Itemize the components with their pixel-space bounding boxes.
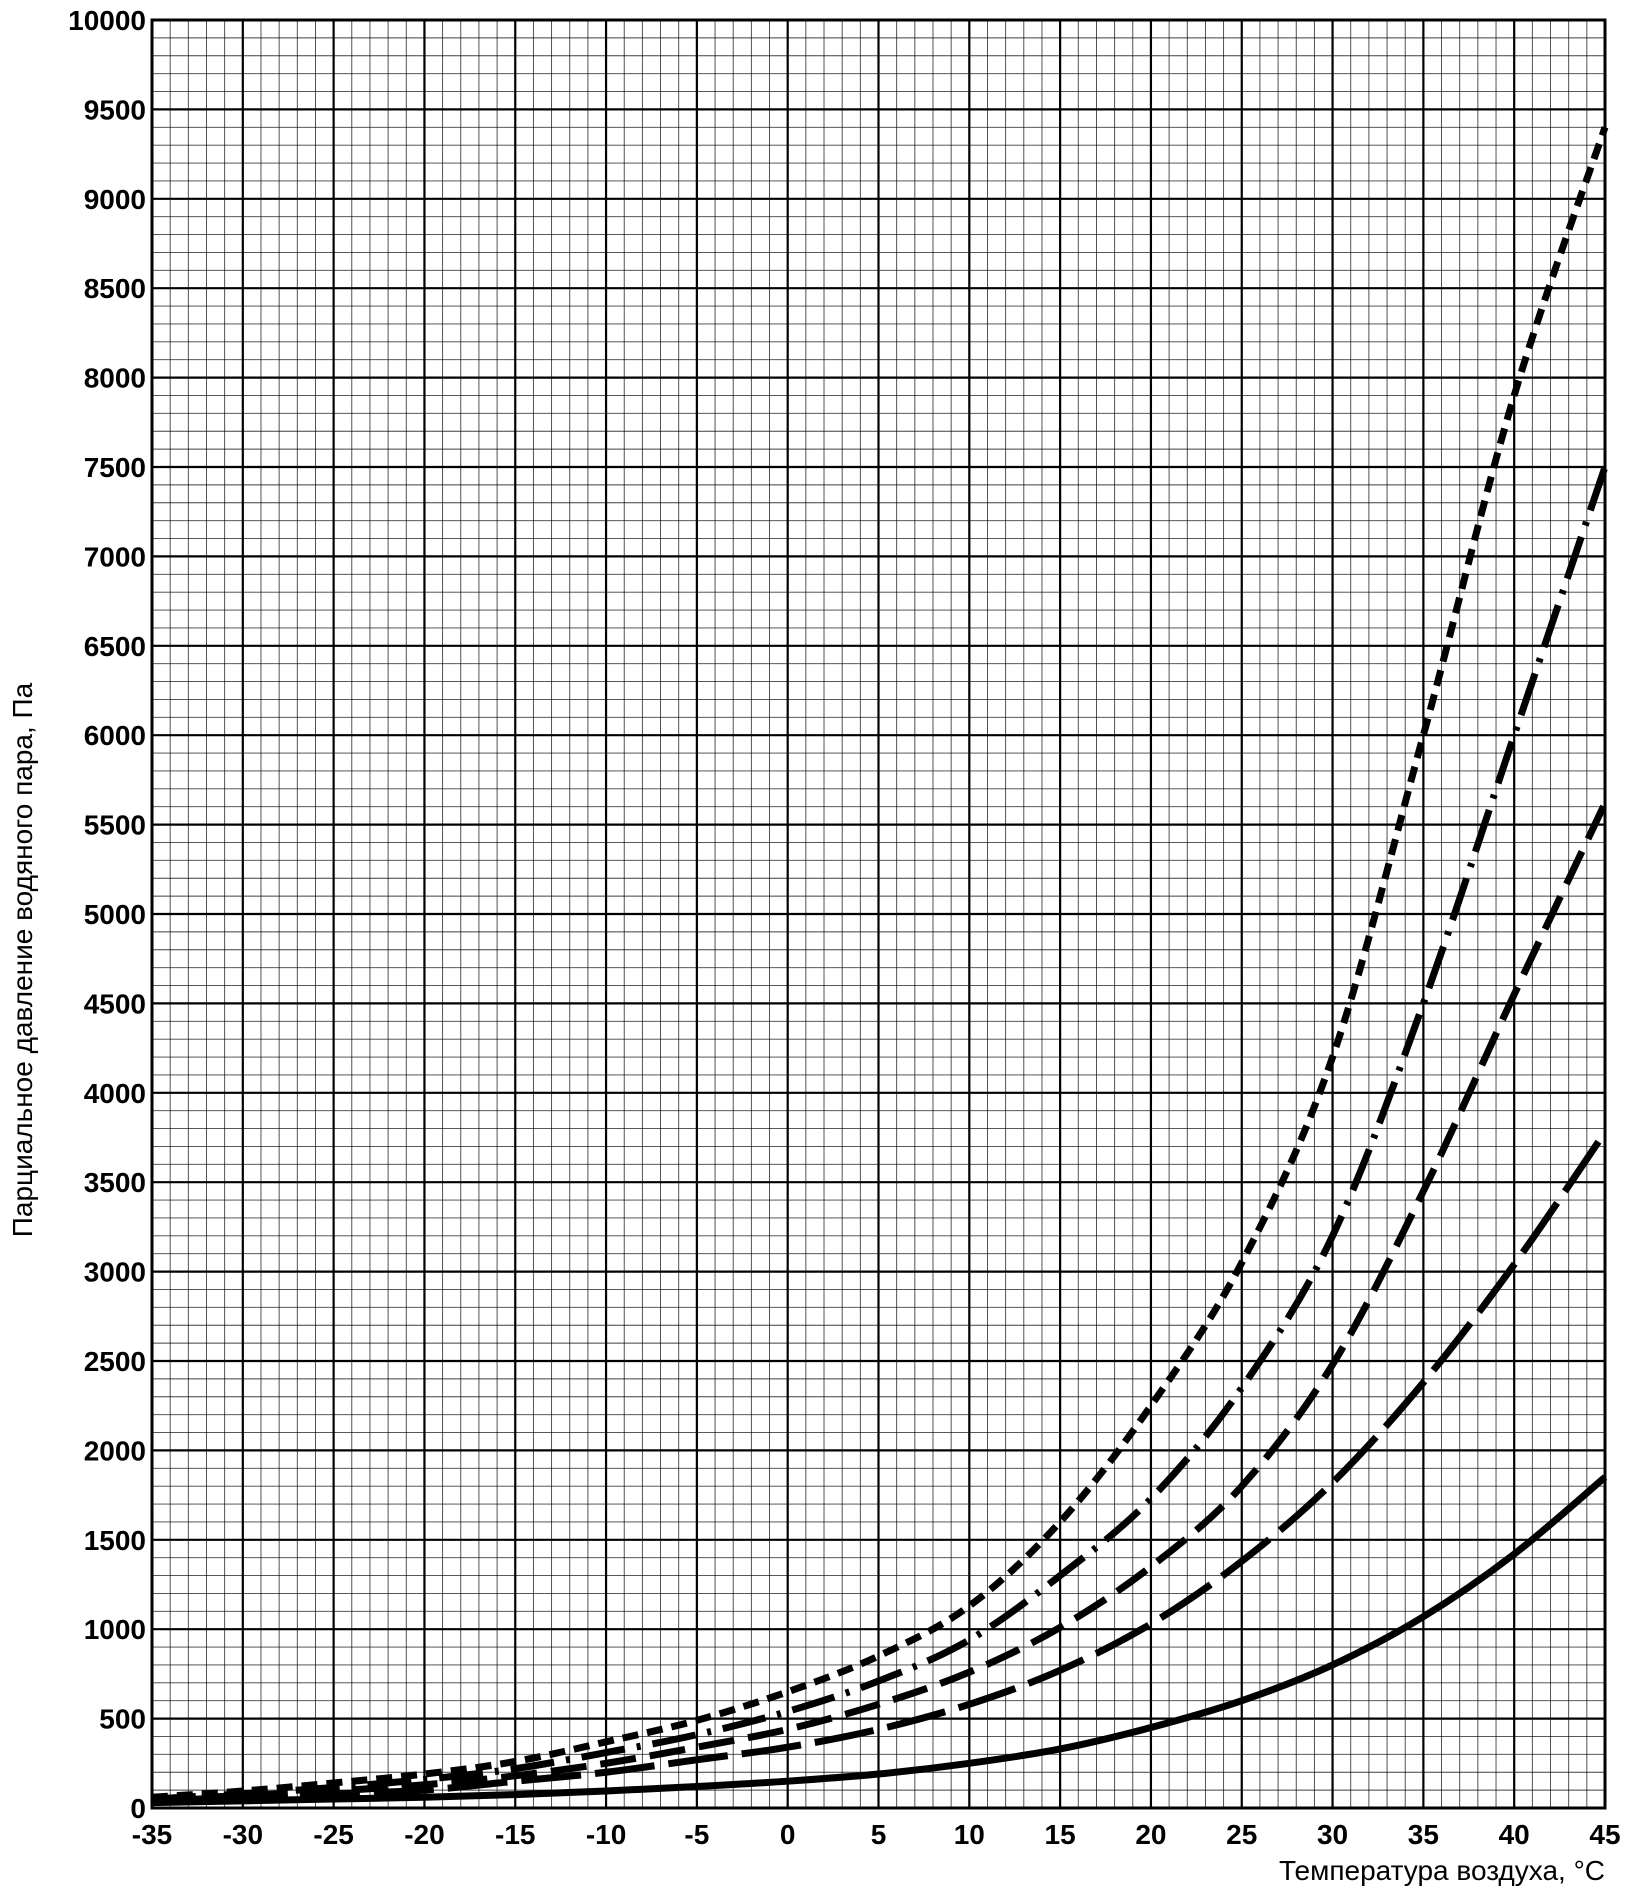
x-tick-label: -30 <box>223 1819 263 1850</box>
x-tick-label: 45 <box>1589 1819 1620 1850</box>
x-tick-label: -25 <box>313 1819 353 1850</box>
x-tick-label: -35 <box>132 1819 172 1850</box>
x-tick-label: 30 <box>1317 1819 1348 1850</box>
plot-frame <box>150 18 1607 1810</box>
x-axis-title: Температура воздуха, °С <box>1279 1855 1605 1886</box>
y-tick-label: 9500 <box>84 94 146 125</box>
x-tick-label: 20 <box>1135 1819 1166 1850</box>
y-tick-label: 500 <box>99 1704 146 1735</box>
series-line-solid <box>151 1474 1608 1807</box>
x-tick-label: -10 <box>586 1819 626 1850</box>
y-tick-label: 7000 <box>84 541 146 572</box>
y-tick-label: 10000 <box>68 5 146 36</box>
x-tick-label: 10 <box>954 1819 985 1850</box>
x-tick-label: 0 <box>780 1819 796 1850</box>
y-tick-label: 8500 <box>84 273 146 304</box>
x-tick-label: -5 <box>684 1819 709 1850</box>
x-tick-labels: -35 -30 -25 -20 -15 -10 -5 0 5 10 15 20 25 30 35 40 45 <box>132 1819 1621 1850</box>
y-tick-label: 4500 <box>84 988 146 1019</box>
x-tick-label: -20 <box>404 1819 444 1850</box>
x-tick-label: 35 <box>1408 1819 1439 1850</box>
y-tick-label: 7500 <box>84 452 146 483</box>
grid <box>150 18 1607 1810</box>
y-axis-title: Парциальное давление водяного пара, Па <box>7 682 38 1237</box>
y-tick-label: 1000 <box>84 1614 146 1645</box>
y-tick-label: 4000 <box>84 1078 146 1109</box>
y-tick-labels: 0 500 1000 1500 2000 2500 3000 3500 4000 4500 5000… <box>68 5 146 1824</box>
y-tick-label: 2500 <box>84 1346 146 1377</box>
y-tick-label: 8000 <box>84 363 146 394</box>
x-tick-label: 5 <box>871 1819 887 1850</box>
y-tick-label: 6000 <box>84 720 146 751</box>
y-tick-label: 0 <box>130 1793 146 1824</box>
y-tick-label: 3000 <box>84 1257 146 1288</box>
series-line-long-dash <box>151 1130 1608 1805</box>
y-tick-label: 9000 <box>84 184 146 215</box>
y-tick-label: 5000 <box>84 899 146 930</box>
y-tick-label: 1500 <box>84 1525 146 1556</box>
y-tick-label: 5500 <box>84 810 146 841</box>
x-tick-label: 40 <box>1499 1819 1530 1850</box>
y-tick-label: 6500 <box>84 631 146 662</box>
x-tick-label: 15 <box>1045 1819 1076 1850</box>
y-tick-label: 3500 <box>84 1167 146 1198</box>
series-line-dash-dot <box>151 465 1609 1803</box>
x-tick-label: 25 <box>1226 1819 1257 1850</box>
series-layer <box>151 126 1609 1807</box>
series-line-dash <box>151 801 1609 1804</box>
y-tick-label: 2000 <box>84 1435 146 1466</box>
x-tick-label: -15 <box>495 1819 535 1850</box>
series-line-short-dash <box>151 126 1609 1801</box>
